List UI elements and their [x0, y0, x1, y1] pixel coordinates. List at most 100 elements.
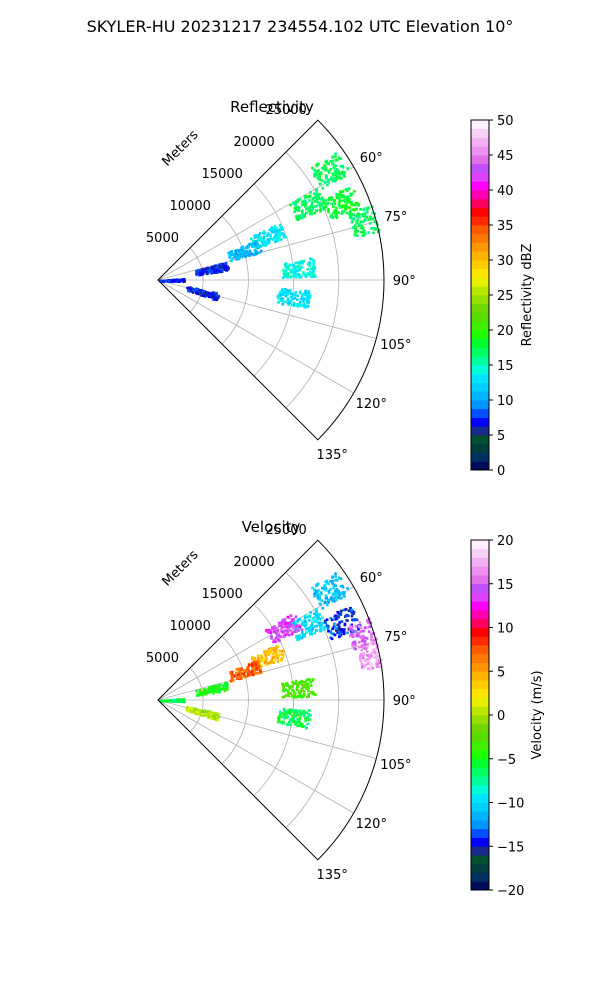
- echo-gate: [306, 195, 309, 199]
- echo-gate: [361, 639, 364, 643]
- echo-gate: [195, 291, 199, 294]
- echo-gate: [311, 275, 315, 278]
- echo-gate: [280, 628, 283, 631]
- echo-gate: [291, 263, 294, 267]
- echo-gate: [376, 662, 380, 665]
- echo-gate: [330, 202, 333, 206]
- echo-gate: [276, 239, 279, 243]
- echo-gate: [212, 716, 216, 720]
- echo-gate: [318, 597, 321, 601]
- echo-gate: [299, 261, 303, 264]
- colorbar-segment: [471, 837, 489, 847]
- echo-gate: [337, 623, 341, 626]
- echo-gate: [291, 685, 294, 688]
- echo-gate: [225, 683, 228, 687]
- echo-gate: [321, 196, 324, 200]
- colorbar-segment: [471, 295, 489, 305]
- echo-gate: [294, 276, 298, 279]
- echo-gate: [337, 596, 340, 600]
- echo-gate: [278, 238, 281, 241]
- echo-gate: [368, 656, 372, 660]
- echo-gate: [335, 598, 338, 601]
- echo-gate: [256, 239, 260, 242]
- echo-gate: [304, 304, 307, 308]
- echo-gate: [324, 167, 328, 170]
- echo-gate: [317, 162, 320, 166]
- echo-gate: [339, 177, 342, 180]
- colorbar-segment: [471, 373, 489, 383]
- echo-gate: [352, 644, 356, 647]
- echo-gate: [349, 209, 352, 213]
- colorbar-segment: [471, 575, 489, 585]
- echo-gate: [250, 252, 254, 255]
- echo-gate: [241, 245, 245, 249]
- colorbar-segment: [471, 758, 489, 768]
- echo-gate: [313, 168, 316, 172]
- echo-gate: [308, 296, 311, 300]
- echo-gate: [170, 280, 174, 283]
- echo-gate: [289, 723, 292, 727]
- echo-gate: [334, 578, 337, 582]
- echo-gate: [363, 640, 367, 643]
- echo-gate: [284, 628, 287, 632]
- echo-gate: [300, 211, 304, 215]
- echo-gate: [355, 207, 358, 211]
- echo-gate: [274, 651, 278, 654]
- colorbar-tick-label: 35: [497, 219, 514, 234]
- echo-gate: [215, 294, 219, 297]
- echo-gate: [182, 697, 186, 701]
- echo-gate: [353, 640, 356, 644]
- echo-gate: [330, 176, 333, 179]
- echo-gate: [366, 626, 369, 629]
- echo-gate: [318, 175, 321, 178]
- echo-gate: [306, 615, 309, 619]
- echo-gate: [240, 677, 243, 680]
- echo-gate: [355, 618, 359, 622]
- echo-gate: [370, 638, 373, 642]
- echo-gate: [337, 211, 341, 214]
- echo-gate: [329, 580, 332, 583]
- echo-gate: [294, 261, 298, 265]
- echo-gate: [375, 646, 379, 649]
- azimuth-spoke: [157, 279, 354, 394]
- echo-gate: [236, 668, 240, 671]
- echo-gate: [294, 679, 298, 683]
- echo-gate: [267, 653, 270, 656]
- echo-gate: [283, 275, 287, 278]
- echo-gate: [350, 624, 353, 628]
- echo-gate: [297, 217, 301, 221]
- echo-gate: [304, 200, 307, 204]
- echo-gate: [302, 272, 306, 276]
- echo-gate: [339, 164, 343, 168]
- echo-gate: [311, 627, 315, 630]
- echo-gate: [372, 231, 375, 235]
- echo-gate: [279, 233, 283, 236]
- echo-gate: [327, 208, 330, 212]
- range-tick-label: 10000: [170, 199, 211, 214]
- echo-gate: [360, 662, 364, 666]
- echo-gate: [279, 713, 282, 716]
- echo-gate: [308, 632, 312, 636]
- echo-gate: [295, 620, 298, 624]
- echo-gate: [349, 194, 353, 197]
- echo-gate: [199, 269, 203, 272]
- echo-gate: [290, 632, 294, 636]
- echo-gate: [231, 676, 234, 679]
- echo-gate: [308, 629, 311, 633]
- echo-gate: [294, 209, 297, 212]
- echo-gate: [335, 195, 339, 198]
- echo-gate: [254, 252, 258, 255]
- echo-gate: [357, 631, 361, 635]
- range-tick-label: 20000: [233, 555, 274, 570]
- colorbar-segment: [471, 155, 489, 165]
- echo-gate: [278, 649, 282, 653]
- echo-gate: [191, 288, 194, 291]
- echo-gate: [267, 661, 270, 665]
- velocity-range-label: Meters: [160, 547, 202, 589]
- colorbar-segment: [471, 146, 489, 156]
- echo-gate: [333, 199, 336, 202]
- echo-gate: [322, 626, 325, 629]
- echo-gate: [187, 707, 190, 711]
- echo-gate: [378, 661, 381, 664]
- echo-gate: [286, 715, 290, 718]
